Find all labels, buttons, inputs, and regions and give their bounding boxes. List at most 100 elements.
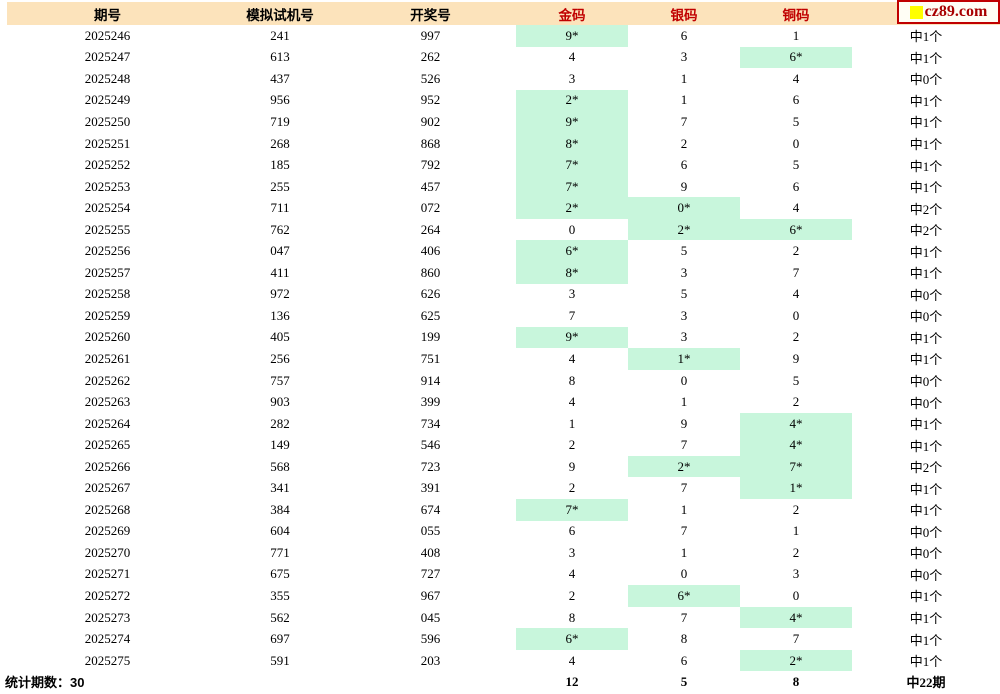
header-bronze-code: 铜码 xyxy=(740,2,852,25)
cell-draw: 406 xyxy=(420,243,441,259)
cell-draw: 264 xyxy=(420,221,441,237)
cell-draw: 914 xyxy=(420,372,441,388)
table-row: 2025268 384 674 7* 1 2 中1个 xyxy=(0,499,1000,521)
cell-sim: 711 xyxy=(270,200,290,216)
cell-result: 中1个 xyxy=(909,589,943,605)
cell-sim: 405 xyxy=(270,329,290,345)
cell-period: 2025270 xyxy=(84,544,131,560)
cell-silver: 3 xyxy=(680,329,688,345)
table-row: 2025269 604 055 6 7 1 中0个 xyxy=(0,521,1000,543)
table-row: 2025267 341 391 2 7 1* 中1个 xyxy=(0,477,1000,500)
cell-gold: 2 xyxy=(568,480,576,496)
cell-result: 中1个 xyxy=(909,438,943,454)
cell-sim: 591 xyxy=(270,652,290,668)
cell-bronze: 3 xyxy=(792,566,800,582)
cell-draw: 751 xyxy=(420,350,441,366)
cell-sim: 355 xyxy=(270,587,290,603)
gold-total: 12 xyxy=(565,673,579,689)
cell-draw: 408 xyxy=(420,544,441,560)
cell-bronze: 6 xyxy=(792,92,800,108)
cell-bronze: 1 xyxy=(792,27,800,43)
header-period: 期号 xyxy=(0,2,215,25)
cell-gold: 4 xyxy=(568,49,576,65)
cell-gold: 3 xyxy=(568,70,576,86)
cell-draw: 399 xyxy=(420,394,441,410)
cell-draw: 199 xyxy=(420,329,441,345)
cell-bronze: 4* xyxy=(740,412,852,435)
table-row: 2025271 675 727 4 0 3 中0个 xyxy=(0,564,1000,586)
cell-sim: 185 xyxy=(270,157,290,173)
table-row: 2025265 149 546 2 7 4* 中1个 xyxy=(0,434,1000,456)
cell-bronze: 2 xyxy=(792,501,800,517)
cell-period: 2025247 xyxy=(84,49,131,65)
cell-gold: 9* xyxy=(516,111,628,133)
cell-silver: 1* xyxy=(628,348,740,370)
cell-period: 2025266 xyxy=(84,458,131,474)
cell-silver: 2 xyxy=(680,135,688,151)
cell-sim: 411 xyxy=(270,264,290,280)
table-row: 2025266 568 723 9 2* 7* 中2个 xyxy=(0,455,1000,478)
cell-draw: 526 xyxy=(420,70,441,86)
table-row: 2025263 903 399 4 1 2 中0个 xyxy=(0,391,1000,413)
cell-period: 2025249 xyxy=(84,92,131,108)
cell-result: 中1个 xyxy=(909,93,943,109)
table-row: 2025274 697 596 6* 8 7 中1个 xyxy=(0,628,1000,650)
site-logo-link[interactable]: cz89.com xyxy=(897,0,1000,24)
cell-bronze: 0 xyxy=(792,587,800,603)
table-row: 2025272 355 967 2 6* 0 中1个 xyxy=(0,585,1000,607)
cell-draw: 457 xyxy=(420,178,441,194)
cell-silver: 9 xyxy=(680,178,688,194)
cell-period: 2025246 xyxy=(84,27,131,43)
cell-draw: 997 xyxy=(420,27,441,43)
cell-period: 2025274 xyxy=(84,631,131,647)
cell-silver: 8 xyxy=(680,631,688,647)
table-row: 2025251 268 868 8* 2 0 中1个 xyxy=(0,132,1000,155)
table-row: 2025252 185 792 7* 6 5 中1个 xyxy=(0,154,1000,176)
cell-gold: 4 xyxy=(568,652,576,668)
cell-sim: 697 xyxy=(270,631,290,647)
logo-text: cz89.com xyxy=(924,3,988,20)
cell-result: 中0个 xyxy=(909,546,943,562)
cell-result: 中1个 xyxy=(909,29,943,45)
cell-gold: 7 xyxy=(568,307,576,323)
cell-period: 2025262 xyxy=(84,372,131,388)
cell-period: 2025264 xyxy=(84,415,131,431)
cell-bronze: 2 xyxy=(792,544,800,560)
cell-bronze: 7 xyxy=(792,264,800,280)
cell-draw: 596 xyxy=(420,631,441,647)
cell-silver: 1 xyxy=(680,394,688,410)
cell-silver: 3 xyxy=(680,264,688,280)
cell-bronze: 9 xyxy=(792,350,800,366)
cell-period: 2025257 xyxy=(84,264,131,280)
cell-silver: 6 xyxy=(680,27,688,43)
cell-bronze: 5 xyxy=(792,157,800,173)
cell-bronze: 4 xyxy=(792,286,800,302)
cell-period: 2025258 xyxy=(84,286,131,302)
cell-sim: 268 xyxy=(270,135,290,151)
cell-silver: 3 xyxy=(680,49,688,65)
cell-silver: 6 xyxy=(680,652,688,668)
table-row: 2025264 282 734 1 9 4* 中1个 xyxy=(0,412,1000,435)
cell-draw: 391 xyxy=(420,480,441,496)
cell-result: 中1个 xyxy=(909,244,943,260)
table-row: 2025247 613 262 4 3 6* 中1个 xyxy=(0,46,1000,69)
cell-draw: 723 xyxy=(420,458,441,474)
table-row: 2025250 719 902 9* 7 5 中1个 xyxy=(0,111,1000,133)
cell-draw: 072 xyxy=(420,200,441,216)
cell-period: 2025259 xyxy=(84,307,131,323)
table-row: 2025275 591 203 4 6 2* 中1个 xyxy=(0,649,1000,672)
cell-period: 2025267 xyxy=(84,480,131,496)
cell-gold: 8* xyxy=(516,262,628,284)
cell-bronze: 4 xyxy=(792,70,800,86)
cell-period: 2025255 xyxy=(84,221,131,237)
cell-bronze: 2 xyxy=(792,394,800,410)
cell-result: 中1个 xyxy=(909,180,943,196)
header-silver-code: 银码 xyxy=(628,2,740,25)
table-row: 2025255 762 264 0 2* 6* 中2个 xyxy=(0,218,1000,241)
cell-period: 2025256 xyxy=(84,243,131,259)
cell-sim: 675 xyxy=(270,566,290,582)
cell-result: 中0个 xyxy=(909,374,943,390)
cell-silver: 9 xyxy=(680,415,688,431)
